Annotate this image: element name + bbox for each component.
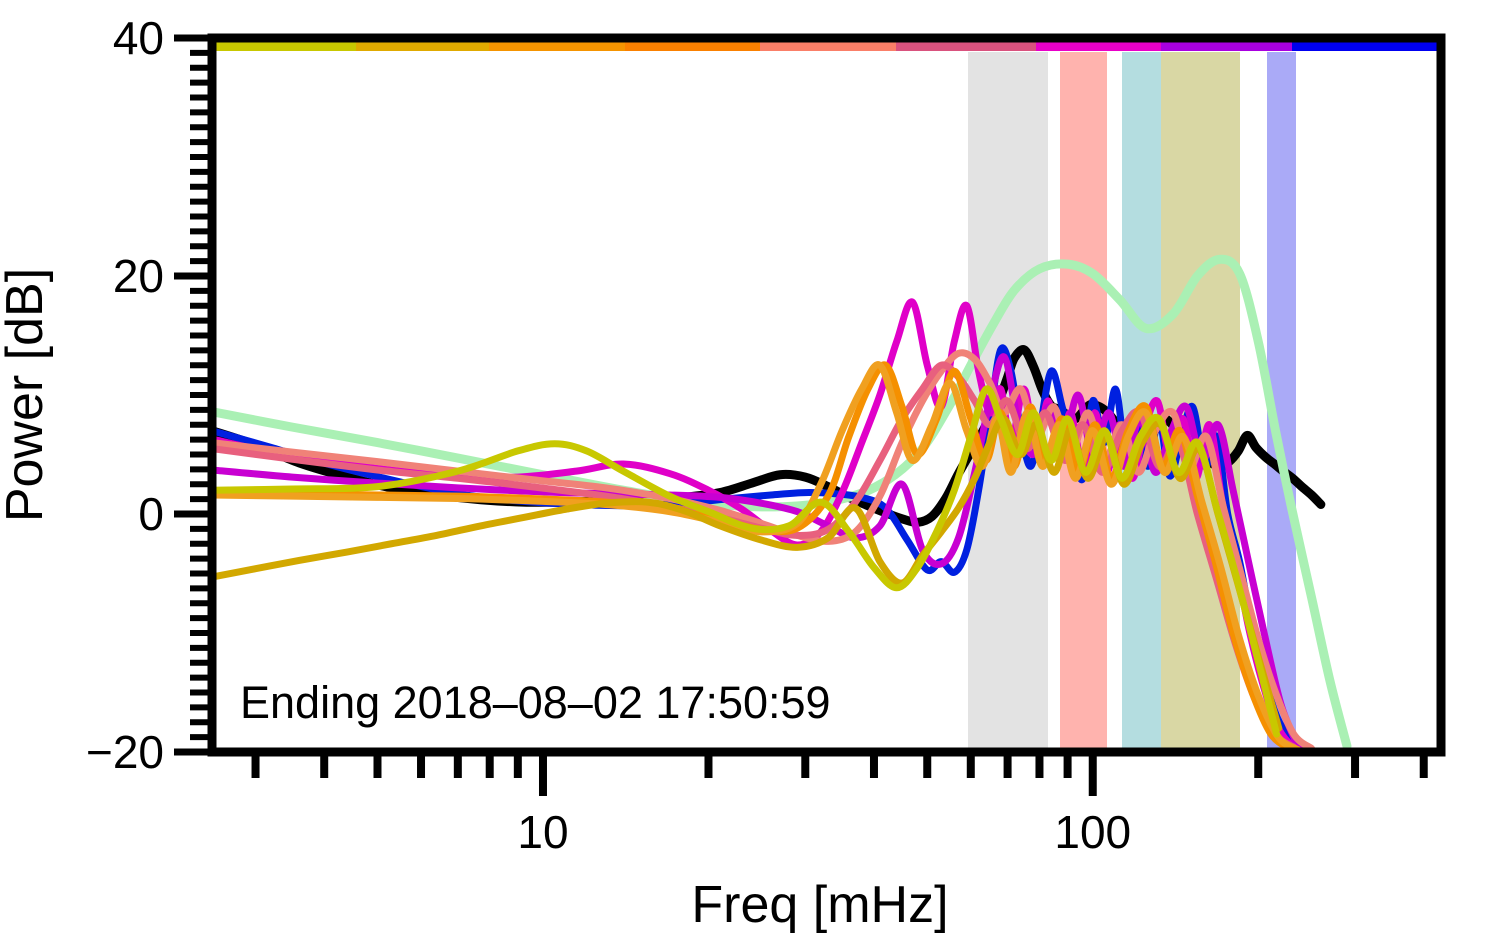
band-olive xyxy=(1161,52,1240,752)
label-layer: −20 0 20 40 10 100 Freq [mHz] Power [dB] Ending … xyxy=(0,12,1131,934)
colorbar-segment-8 xyxy=(1292,40,1441,51)
series-spectrum-yellowgreen xyxy=(212,385,1281,738)
x-tick-label: 100 xyxy=(1054,806,1131,858)
series-spectrum-orange-2 xyxy=(212,361,1302,752)
colorbar-layer xyxy=(214,40,1441,51)
x-tick-label: 10 xyxy=(517,806,568,858)
y-tick-label: 20 xyxy=(113,250,164,302)
colorbar-segment-6 xyxy=(1036,40,1161,51)
series-spectrum-lightgreen xyxy=(212,254,1352,751)
y-tick-label: 40 xyxy=(113,12,164,64)
y-axis-title: Power [dB] xyxy=(0,268,54,522)
colorbar-segment-5 xyxy=(896,40,1036,51)
colorbar-segment-0 xyxy=(214,40,356,51)
colorbar-segment-3 xyxy=(625,40,760,51)
axis-layer xyxy=(174,33,1446,796)
y-tick-label: −20 xyxy=(86,726,164,778)
series-layer xyxy=(212,254,1352,752)
colorbar-segment-7 xyxy=(1161,40,1292,51)
colorbar-segment-2 xyxy=(489,40,625,51)
y-tick-label: 0 xyxy=(138,488,164,540)
ending-timestamp-annotation: Ending 2018‒08‒02 17:50:59 xyxy=(240,677,831,728)
colorbar-segment-4 xyxy=(760,40,896,51)
colorbar-segment-1 xyxy=(356,40,489,51)
x-axis-title: Freq [mHz] xyxy=(691,876,948,934)
